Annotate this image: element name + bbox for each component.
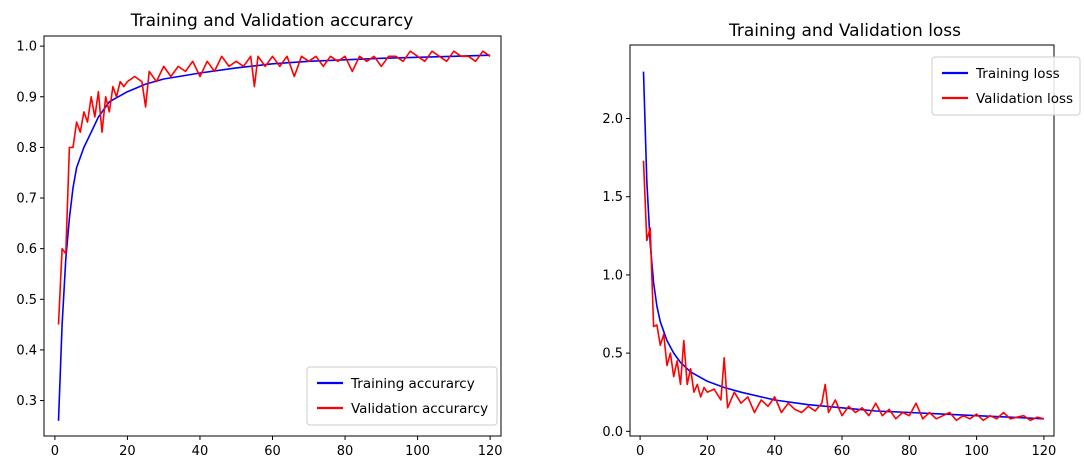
loss-series-training-line <box>642 71 1044 420</box>
accuracy-series-validation-line <box>57 50 491 325</box>
loss-legend: Training loss Validation loss <box>931 56 1081 116</box>
accuracy-y-tick-label: 1.0 <box>16 40 37 55</box>
accuracy-legend-label: Training accurarcy <box>350 376 475 392</box>
loss-plot-frame <box>629 44 1055 437</box>
loss-series-layer <box>642 71 1045 422</box>
loss-y-tick-label: 0.5 <box>602 347 623 362</box>
accuracy-y-tick-label: 0.4 <box>16 343 37 358</box>
loss-chart: Training and Validation loss 0 20 40 60 80 10… <box>602 21 1081 459</box>
accuracy-x-tick-label: 120 <box>478 444 503 459</box>
loss-x-tick-label: 100 <box>964 444 989 459</box>
accuracy-y-tick-label: 0.7 <box>16 192 37 207</box>
loss-x-tick-label: 20 <box>699 444 716 459</box>
accuracy-x-tick-label: 20 <box>119 444 136 459</box>
accuracy-chart: Training and Validation accurarcy 0 20 40 6… <box>16 11 502 459</box>
accuracy-y-tick-label: 0.9 <box>16 90 37 105</box>
loss-y-tick-label: 1.0 <box>602 268 623 283</box>
loss-series-validation-line <box>642 160 1045 422</box>
accuracy-legend-label: Validation accurarcy <box>351 401 488 417</box>
accuracy-x-tick-label: 0 <box>51 444 59 459</box>
loss-legend-box <box>931 56 1081 116</box>
loss-x-tick-label: 40 <box>766 444 783 459</box>
accuracy-x-tick-label: 80 <box>337 444 354 459</box>
accuracy-legend: Training accurarcy Validation accurarcy <box>306 366 498 426</box>
accuracy-y-tick-label: 0.5 <box>16 293 37 308</box>
accuracy-plot-frame <box>43 35 502 437</box>
loss-x-tick-label: 120 <box>1031 444 1056 459</box>
loss-legend-label: Validation loss <box>976 91 1073 107</box>
accuracy-x-tick-label: 40 <box>192 444 209 459</box>
loss-y-tick-label: 1.5 <box>602 190 623 205</box>
loss-x-tick-label: 0 <box>636 444 644 459</box>
accuracy-y-tick-label: 0.3 <box>16 394 37 409</box>
accuracy-y-tick-label: 0.6 <box>16 242 37 257</box>
loss-chart-title: Training and Validation loss <box>728 21 961 41</box>
loss-y-tick-label: 2.0 <box>602 112 623 127</box>
accuracy-chart-title: Training and Validation accurarcy <box>130 11 414 31</box>
accuracy-series-training-line <box>57 54 491 421</box>
accuracy-x-tick-label: 100 <box>405 444 430 459</box>
loss-y-tick-label: 0.0 <box>602 425 623 440</box>
accuracy-x-tick-label: 60 <box>264 444 281 459</box>
accuracy-legend-box <box>306 366 498 426</box>
loss-axis-layer: 0 20 40 60 80 100 120 0.0 0.5 1.0 1.5 2.0 <box>602 112 1056 459</box>
accuracy-axis-layer: 0 20 40 60 80 100 120 0.3 0.4 0.5 0.6 0.7 0.8 0.9 1.0 <box>16 40 502 459</box>
loss-x-tick-label: 80 <box>901 444 918 459</box>
accuracy-series-layer <box>57 50 491 421</box>
loss-x-tick-label: 60 <box>834 444 851 459</box>
loss-legend-label: Training loss <box>975 66 1060 82</box>
accuracy-y-tick-label: 0.8 <box>16 141 37 156</box>
